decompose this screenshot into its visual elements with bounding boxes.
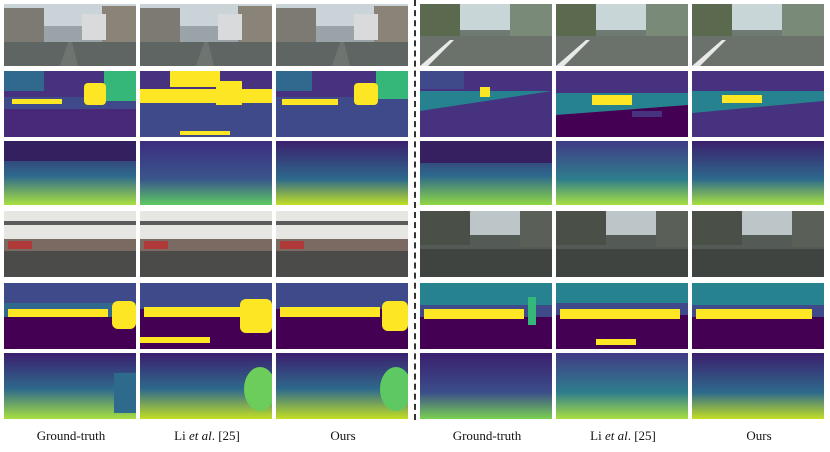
rgb-image-scene-d-ours xyxy=(692,211,824,277)
rgb-image-scene-b-ground-truth xyxy=(420,4,552,66)
depth-map-scene-c-ground-truth xyxy=(4,353,136,419)
segmentation-map-li-scene-b xyxy=(556,71,688,137)
caption-ground-truth-right: Ground-truth xyxy=(452,428,522,443)
segmentation-map-ours-scene-d xyxy=(692,283,824,349)
dashed-divider xyxy=(414,0,416,420)
rgb-image-scene-d-li xyxy=(556,211,688,277)
caption-li-et-al-right: Li et al. [25] xyxy=(590,428,656,443)
segmentation-map-li-scene-c xyxy=(140,283,272,349)
depth-map-scene-d-ground-truth xyxy=(420,353,552,419)
rgb-image-scene-c-li xyxy=(140,211,272,277)
depth-map-ours-scene-a xyxy=(276,141,408,205)
rgb-image-scene-a-ours xyxy=(276,4,408,66)
depth-map-li-scene-a xyxy=(140,141,272,205)
depth-map-li-scene-b xyxy=(556,141,688,205)
segmentation-map-ours-scene-b xyxy=(692,71,824,137)
segmentation-map-ours-scene-c xyxy=(276,283,408,349)
segmentation-map-li-scene-d xyxy=(556,283,688,349)
segmentation-map-li-scene-a xyxy=(140,71,272,137)
segmentation-map-scene-b-ground-truth xyxy=(420,71,552,137)
rgb-image-scene-c-ours xyxy=(276,211,408,277)
caption-li-et-al-left: Li et al. [25] xyxy=(174,428,240,443)
segmentation-map-scene-a-ground-truth xyxy=(4,71,136,137)
depth-map-li-scene-d xyxy=(556,353,688,419)
rgb-image-scene-b-ours xyxy=(692,4,824,66)
caption-ours-left: Ours xyxy=(330,428,356,443)
caption-ours-right: Ours xyxy=(746,428,772,443)
depth-map-li-scene-c xyxy=(140,353,272,419)
depth-map-scene-b-ground-truth xyxy=(420,141,552,205)
depth-map-ours-scene-d xyxy=(692,353,824,419)
rgb-image-scene-b-li xyxy=(556,4,688,66)
caption-ground-truth-left: Ground-truth xyxy=(36,428,106,443)
segmentation-map-scene-d-ground-truth xyxy=(420,283,552,349)
depth-map-ours-scene-b xyxy=(692,141,824,205)
rgb-image-scene-d-ground-truth xyxy=(420,211,552,277)
rgb-image-scene-a-ground-truth xyxy=(4,4,136,66)
segmentation-map-scene-c-ground-truth xyxy=(4,283,136,349)
rgb-image-scene-c-ground-truth xyxy=(4,211,136,277)
depth-map-scene-a-ground-truth xyxy=(4,141,136,205)
segmentation-map-ours-scene-a xyxy=(276,71,408,137)
depth-map-ours-scene-c xyxy=(276,353,408,419)
rgb-image-scene-a-li xyxy=(140,4,272,66)
